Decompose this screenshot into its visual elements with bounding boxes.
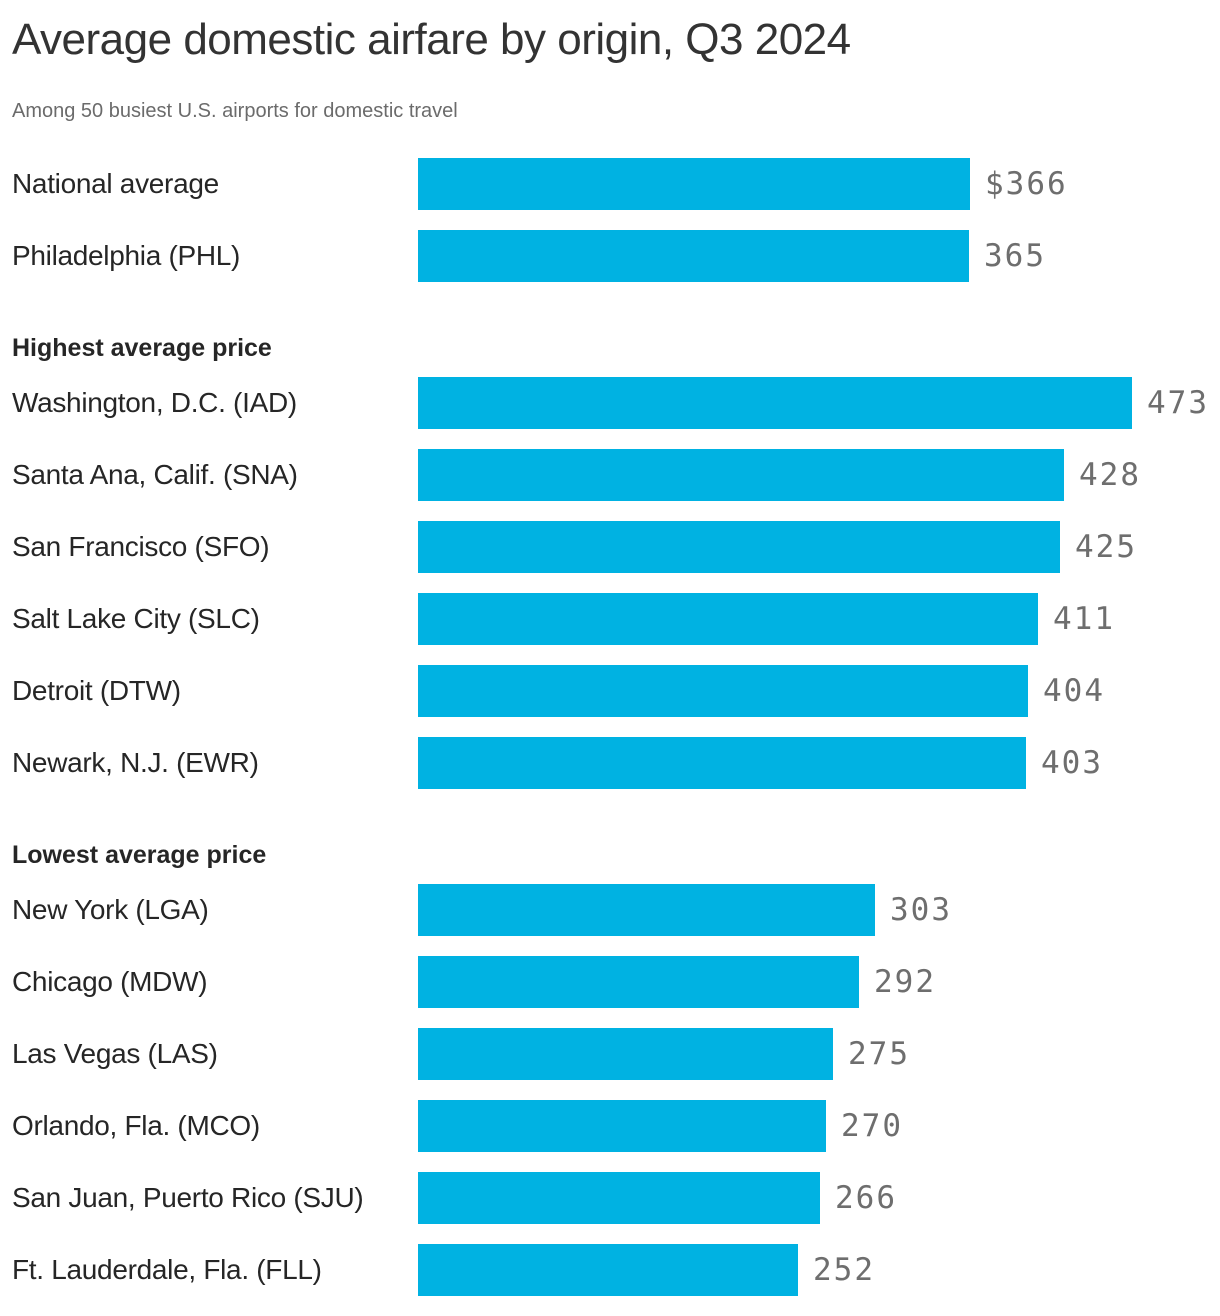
value-bar [418, 1027, 833, 1080]
value-bar [418, 1171, 820, 1224]
value-bar [418, 1243, 798, 1296]
bar-area: 292 [418, 955, 936, 1008]
bar-area: 365 [418, 229, 1046, 282]
row-value: 252 [813, 1251, 875, 1288]
section-header: Highest average price [12, 333, 272, 362]
bar-area: 425 [418, 520, 1137, 573]
value-bar [418, 229, 969, 282]
chart-title: Average domestic airfare by origin, Q3 2… [12, 15, 851, 64]
value-bar [418, 1099, 826, 1152]
row-label: Orlando, Fla. (MCO) [12, 1109, 260, 1141]
row-value: 404 [1043, 672, 1105, 709]
chart-rows: National average $366 Philadelphia (PHL) 36… [12, 157, 1220, 1316]
chart-row: San Juan, Puerto Rico (SJU) 266 [12, 1171, 1220, 1224]
row-value: 425 [1075, 528, 1137, 565]
value-bar [418, 448, 1064, 501]
row-value: $366 [985, 165, 1068, 202]
row-value: 428 [1079, 456, 1141, 493]
row-value: 303 [890, 891, 952, 928]
chart-row: Santa Ana, Calif. (SNA) 428 [12, 448, 1220, 501]
chart-row: Newark, N.J. (EWR) 403 [12, 736, 1220, 789]
bar-area: 275 [418, 1027, 910, 1080]
value-bar [418, 664, 1028, 717]
row-label: Washington, D.C. (IAD) [12, 386, 297, 418]
chart-row: Ft. Lauderdale, Fla. (FLL) 252 [12, 1243, 1220, 1296]
row-value: 403 [1041, 744, 1103, 781]
bar-area: 411 [418, 592, 1115, 645]
chart-row: San Francisco (SFO) 425 [12, 520, 1220, 573]
chart-row: Orlando, Fla. (MCO) 270 [12, 1099, 1220, 1152]
row-label: San Juan, Puerto Rico (SJU) [12, 1181, 364, 1213]
section-header: Lowest average price [12, 840, 267, 869]
row-value: 292 [874, 963, 936, 1000]
row-label: Santa Ana, Calif. (SNA) [12, 458, 298, 490]
row-label: Detroit (DTW) [12, 674, 181, 706]
bar-area: 473 [418, 376, 1209, 429]
row-value: 473 [1147, 384, 1209, 421]
chart-row: Philadelphia (PHL) 365 [12, 229, 1220, 282]
value-bar [418, 376, 1132, 429]
bar-area: 428 [418, 448, 1141, 501]
row-label: National average [12, 167, 219, 199]
bar-area: 252 [418, 1243, 875, 1296]
bar-area: 303 [418, 883, 952, 936]
chart-row: Washington, D.C. (IAD) 473 [12, 376, 1220, 429]
bar-area: 403 [418, 736, 1103, 789]
value-bar [418, 736, 1026, 789]
value-bar [418, 520, 1060, 573]
chart-subtitle: Among 50 busiest U.S. airports for domes… [12, 99, 458, 122]
value-bar [418, 592, 1038, 645]
row-label: Las Vegas (LAS) [12, 1037, 218, 1069]
chart-row: National average $366 [12, 157, 1220, 210]
row-label: New York (LGA) [12, 893, 209, 925]
bar-area: 270 [418, 1099, 903, 1152]
row-label: Philadelphia (PHL) [12, 239, 241, 271]
row-value: 266 [835, 1179, 897, 1216]
row-value: 270 [841, 1107, 903, 1144]
row-label: Chicago (MDW) [12, 965, 208, 997]
bar-area: 404 [418, 664, 1105, 717]
row-label: San Francisco (SFO) [12, 530, 270, 562]
row-label: Salt Lake City (SLC) [12, 602, 260, 634]
value-bar [418, 883, 875, 936]
row-value: 365 [984, 237, 1046, 274]
row-value: 411 [1053, 600, 1115, 637]
chart-row: Chicago (MDW) 292 [12, 955, 1220, 1008]
bar-area: $366 [418, 157, 1068, 210]
value-bar [418, 157, 970, 210]
chart-row: Salt Lake City (SLC) 411 [12, 592, 1220, 645]
chart-row: New York (LGA) 303 [12, 883, 1220, 936]
chart-row: Detroit (DTW) 404 [12, 664, 1220, 717]
value-bar [418, 955, 859, 1008]
bar-area: 266 [418, 1171, 897, 1224]
row-label: Newark, N.J. (EWR) [12, 746, 259, 778]
row-label: Ft. Lauderdale, Fla. (FLL) [12, 1253, 322, 1285]
row-value: 275 [848, 1035, 910, 1072]
chart-row: Las Vegas (LAS) 275 [12, 1027, 1220, 1080]
